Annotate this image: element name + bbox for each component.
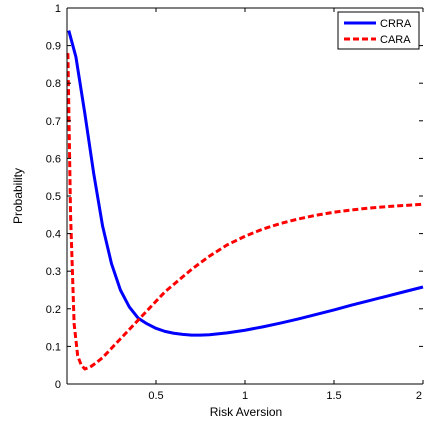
- y-tick-label: 0: [55, 379, 61, 391]
- legend-box: [337, 11, 420, 50]
- series-line-crra: [67, 30, 424, 337]
- series-line-cara: [66, 53, 424, 371]
- legend-entry-cara: CARA: [380, 34, 411, 46]
- y-tick-label: 0.4: [46, 229, 61, 241]
- series-layer: [66, 30, 424, 371]
- y-axis-label: Probability: [11, 168, 25, 224]
- y-tick-label: 0.6: [46, 153, 61, 165]
- x-axis-label: Risk Aversion: [210, 405, 282, 419]
- ticks-layer: 0 0.1 0.2 0.3 0.4 0.5 0.6 0.7 0.8 0.9 1 0.5 1 1.5 2: [46, 3, 424, 402]
- y-tick-label: 0.8: [46, 78, 61, 90]
- y-tick-label: 0.1: [46, 341, 61, 353]
- y-tick-label: 0.9: [46, 41, 61, 53]
- y-tick-label: 1: [55, 3, 61, 15]
- x-tick-label: 1.5: [326, 390, 341, 402]
- y-tick-label: 0.2: [46, 304, 61, 316]
- y-tick-label: 0.3: [46, 266, 61, 278]
- y-tick-label: 0.7: [46, 116, 61, 128]
- y-tick-label: 0.5: [46, 191, 61, 203]
- x-tick-label: 2: [416, 390, 422, 402]
- legend-entry-crra: CRRA: [380, 18, 412, 30]
- legend: CRRA CARA: [337, 11, 420, 50]
- x-tick-label: 0.5: [148, 390, 163, 402]
- x-tick-label: 1: [242, 390, 248, 402]
